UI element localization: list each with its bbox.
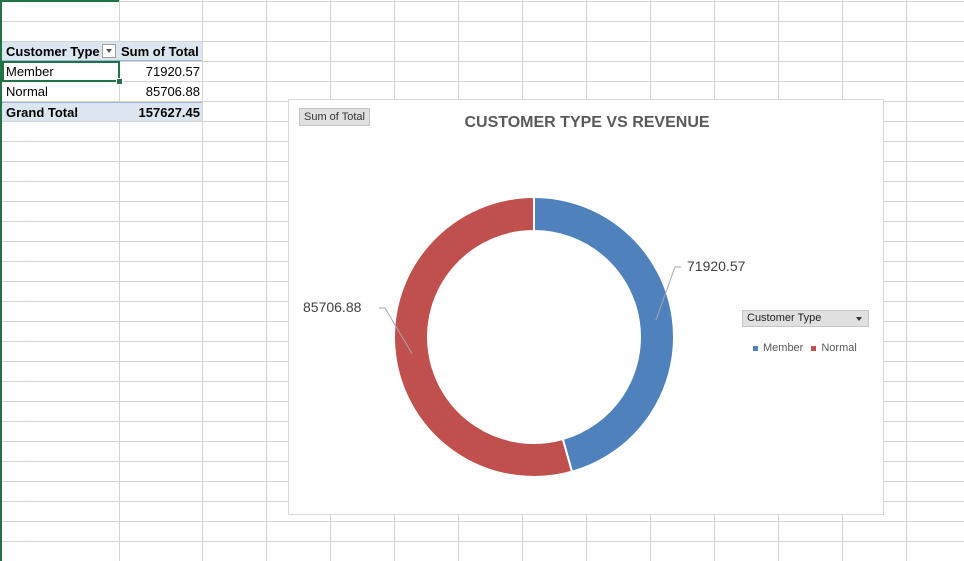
doughnut-plot[interactable]: [289, 100, 885, 516]
legend-item-normal[interactable]: Normal: [811, 342, 857, 354]
pivot-row-label[interactable]: Member: [6, 64, 54, 79]
chart-title[interactable]: CUSTOMER TYPE VS REVENUE: [464, 114, 710, 131]
row-selection-indicator: [0, 0, 2, 561]
legend-field-button-customer-type[interactable]: Customer Type: [742, 310, 869, 327]
data-label-normal[interactable]: 85706.88: [303, 299, 362, 315]
pivot-row-value[interactable]: 85706.88: [145, 84, 200, 99]
donut-slice-member[interactable]: [533, 195, 675, 473]
chevron-down-icon: [856, 317, 862, 321]
pivot-header-sum-of-total[interactable]: Sum of Total: [119, 42, 202, 61]
leader-line: [379, 307, 413, 355]
donut-slice-normal[interactable]: [393, 195, 574, 478]
leader-line: [655, 266, 681, 321]
doughnut-chart[interactable]: Sum of Total CUSTOMER TYPE VS REVENUE 71…: [288, 99, 884, 515]
legend-swatch: [811, 345, 817, 351]
pivot-grand-total-value[interactable]: 157627.45: [119, 102, 202, 121]
column-selection-indicator: [0, 0, 119, 2]
chart-field-button-sum-of-total[interactable]: Sum of Total: [299, 108, 370, 126]
chart-legend[interactable]: Member Normal: [753, 342, 865, 354]
pivot-row-label[interactable]: Normal: [6, 84, 48, 99]
legend-label: Member: [763, 342, 804, 354]
fill-handle[interactable]: [116, 78, 123, 85]
data-label-member[interactable]: 71920.57: [687, 258, 746, 274]
pivot-grand-total-label[interactable]: Grand Total: [2, 102, 119, 121]
pivot-header-customer-type[interactable]: Customer Type: [2, 42, 119, 61]
filter-dropdown-button[interactable]: [102, 44, 116, 58]
legend-field-label: Customer Type: [747, 312, 822, 324]
legend-label: Normal: [821, 342, 857, 354]
legend-swatch: [753, 345, 758, 351]
pivot-row-value[interactable]: 71920.57: [145, 64, 200, 79]
legend-item-member[interactable]: Member: [753, 342, 803, 354]
